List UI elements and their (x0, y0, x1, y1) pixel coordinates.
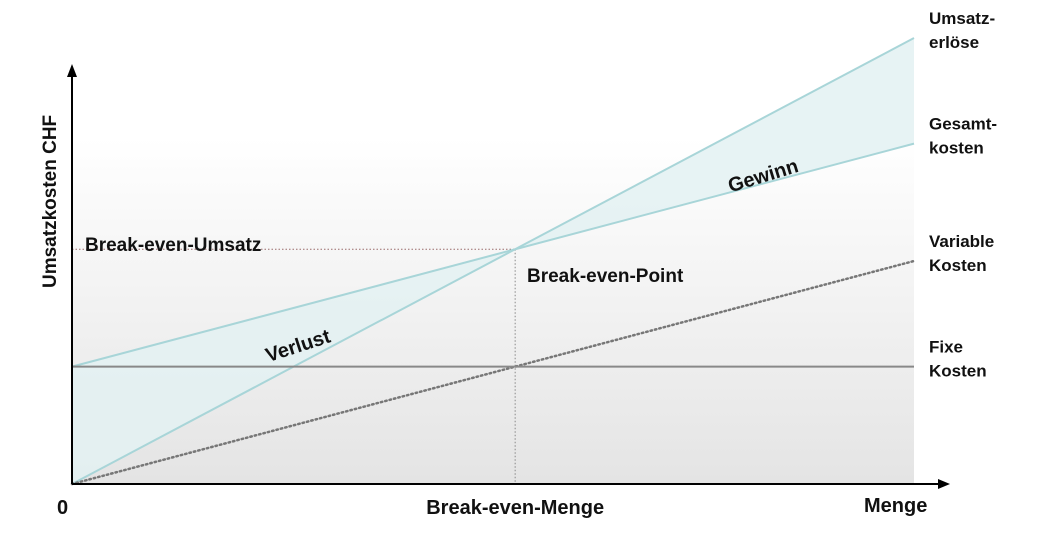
series-label-fixe-kosten-line1: Fixe (929, 338, 963, 357)
series-label-gesamtkosten-line2: kosten (929, 139, 984, 158)
series-label-umsatzerl-se-line1: Umsatz- (929, 9, 995, 28)
x-axis-arrow (938, 479, 950, 489)
series-variable-kosten-line (70, 259, 916, 486)
y-axis-arrow (67, 64, 77, 77)
series-gesamtkosten-line (71, 142, 915, 368)
series-label-variable-kosten-line2: Kosten (929, 256, 987, 275)
series-label-fixe-kosten-line2: Kosten (929, 362, 987, 381)
series-label-umsatzerl-se-line2: erlöse (929, 33, 979, 52)
lines-layer (70, 37, 916, 486)
plot-background (72, 138, 914, 484)
y-axis-label: Umsatzkosten CHF (40, 115, 61, 288)
x-marker-label: Break-even-Menge (426, 497, 604, 519)
axes-layer (67, 64, 950, 489)
x-axis-label: Menge (864, 495, 927, 517)
series-label-variable-kosten-line1: Variable (929, 232, 994, 251)
origin-label: 0 (57, 497, 68, 519)
y-marker-label: Break-even-Umsatz (85, 235, 261, 256)
guides-layer (72, 248, 516, 484)
series-label-gesamtkosten-line1: Gesamt- (929, 115, 997, 134)
break-even-point-label: Break-even-Point (527, 266, 684, 287)
series-umsatzerl-se-line (71, 37, 915, 485)
